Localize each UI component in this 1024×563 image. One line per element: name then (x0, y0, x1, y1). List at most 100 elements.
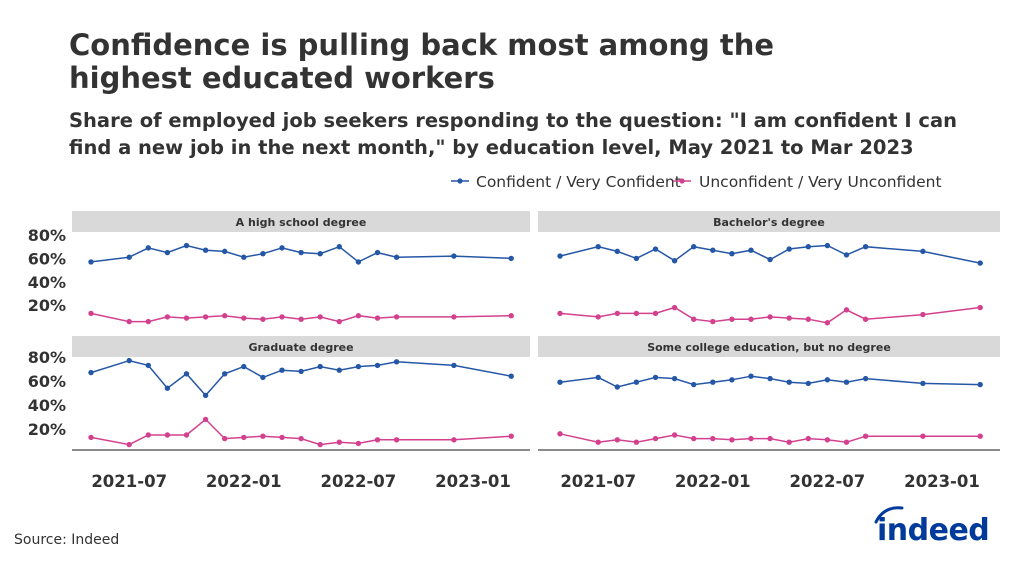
data-point (164, 249, 171, 256)
data-point (786, 439, 792, 445)
data-point (633, 439, 640, 445)
series-line (90, 244, 512, 263)
data-point (557, 310, 563, 317)
data-point (260, 433, 266, 439)
data-point (241, 434, 247, 441)
data-point (393, 359, 400, 365)
data-point (183, 432, 190, 438)
data-point (393, 437, 400, 443)
data-point (355, 440, 362, 447)
data-point (977, 304, 983, 311)
data-point (202, 416, 209, 423)
data-point (298, 368, 304, 375)
data-point (767, 256, 773, 263)
data-point (862, 375, 869, 382)
facet-panels: A high school degree 80% 60% 40% 20% Bachelor… (28, 211, 1000, 491)
data-point (336, 318, 342, 325)
data-point (671, 375, 678, 382)
x-tick-label: 2022-01 (675, 472, 751, 491)
data-point (729, 316, 735, 322)
data-point (652, 246, 659, 252)
x-tick-label: 2021-07 (560, 472, 636, 491)
data-point (805, 316, 811, 322)
x-tick-label: 2022-07 (321, 472, 397, 491)
y-tick-label: 80% (28, 226, 66, 245)
data-point (145, 245, 151, 251)
data-point (164, 432, 171, 438)
data-point (202, 247, 209, 253)
data-point (614, 248, 620, 255)
chart-title-line1: Confidence is pulling back most among th… (69, 28, 774, 62)
data-point (145, 318, 151, 325)
y-tick-label: 40% (28, 273, 66, 292)
data-point (920, 311, 926, 318)
data-point (843, 252, 850, 258)
data-point (652, 435, 659, 442)
data-point (843, 439, 850, 445)
data-point (241, 315, 247, 321)
data-point (317, 363, 323, 370)
data-point (920, 380, 926, 387)
y-tick-label: 20% (28, 296, 66, 315)
series-line (559, 244, 981, 264)
data-point (710, 435, 716, 442)
data-point (805, 244, 811, 250)
chart-title-line2: highest educated workers (69, 61, 495, 95)
data-point (336, 439, 342, 445)
facet-title: Some college education, but no degree (647, 341, 891, 354)
data-point (202, 314, 209, 320)
facet-title: A high school degree (236, 216, 367, 229)
series-line (90, 312, 512, 323)
data-point (298, 316, 304, 322)
data-point (183, 371, 190, 377)
svg-text:indeed: indeed (877, 513, 989, 548)
series-line (559, 306, 981, 324)
data-point (183, 242, 190, 249)
data-point (241, 254, 247, 260)
y-tick-label: 80% (28, 348, 66, 367)
data-point (279, 367, 285, 373)
data-point (222, 371, 228, 377)
data-point (393, 254, 400, 260)
data-point (145, 432, 151, 438)
data-point (279, 434, 285, 441)
data-point (691, 381, 697, 388)
data-point (710, 247, 716, 253)
y-tick-label: 60% (28, 372, 66, 391)
data-point (451, 253, 457, 259)
data-point (691, 316, 697, 322)
data-point (614, 310, 620, 317)
data-point (317, 441, 323, 448)
data-point (126, 441, 132, 448)
data-point (355, 259, 362, 265)
facet-strip (538, 211, 1000, 232)
data-point (222, 435, 228, 442)
data-point (279, 245, 285, 251)
facet-strip (72, 336, 530, 357)
data-point (671, 304, 678, 311)
data-point (805, 435, 811, 442)
legend-label-unconfident: Unconfident / Very Unconfident (699, 173, 942, 191)
data-point (336, 367, 342, 373)
data-point (88, 259, 94, 265)
facet-strip (72, 211, 530, 232)
y-tick-label: 20% (28, 420, 66, 439)
data-point (508, 313, 514, 319)
indeed-logo: indeed (874, 506, 990, 548)
data-point (298, 435, 304, 442)
data-point (729, 251, 735, 257)
data-point (633, 379, 640, 385)
data-point (336, 244, 342, 250)
data-point (164, 314, 171, 320)
data-point (748, 435, 754, 442)
data-point (595, 244, 601, 250)
data-point (824, 377, 831, 383)
data-point (786, 246, 792, 252)
data-point (355, 363, 362, 370)
chart-subtitle-line1: Share of employed job seekers responding… (69, 109, 957, 132)
data-point (805, 380, 811, 387)
data-point (355, 313, 362, 319)
data-point (729, 377, 735, 383)
data-point (451, 314, 457, 320)
data-point (862, 316, 869, 322)
